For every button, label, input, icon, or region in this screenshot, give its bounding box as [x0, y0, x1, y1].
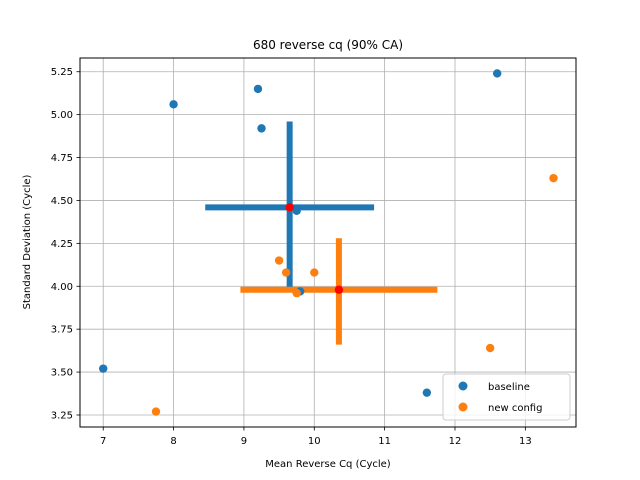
- y-tick-label: 4.75: [51, 153, 73, 164]
- point-new-config: [549, 173, 558, 183]
- x-tick-label: 13: [519, 436, 532, 447]
- x-tick-label: 9: [241, 436, 247, 447]
- legend-marker-new-config: [458, 402, 468, 412]
- center-new-config: [334, 285, 344, 294]
- x-axis-ticks: 7 8 9 10 11 12 13: [100, 427, 532, 447]
- y-tick-label: 3.75: [51, 325, 73, 336]
- point-baseline: [422, 388, 432, 397]
- y-tick-label: 4.25: [51, 239, 73, 250]
- legend-box: [442, 373, 571, 421]
- point-baseline: [253, 84, 263, 94]
- point-baseline: [257, 124, 266, 133]
- x-axis-label: Mean Reverse Cq (Cycle): [265, 459, 391, 470]
- plot-frame: [79, 57, 577, 428]
- grid: [80, 58, 576, 427]
- point-baseline: [169, 100, 178, 109]
- plot-area: [80, 58, 576, 427]
- point-new-config: [274, 256, 284, 265]
- chart-title: 680 reverse cq (90% CA): [253, 38, 403, 52]
- legend: baseline new config: [442, 373, 571, 421]
- point-new-config: [151, 407, 161, 416]
- y-axis-label: Standard Deviation (Cycle): [22, 175, 33, 310]
- y-tick-label: 5.25: [51, 67, 73, 78]
- y-tick-label: 3.50: [51, 368, 73, 379]
- legend-marker-baseline: [458, 381, 468, 391]
- point-new-config: [310, 268, 319, 277]
- x-tick-label: 12: [449, 436, 462, 447]
- x-tick-label: 8: [170, 436, 176, 447]
- y-tick-label: 5.00: [51, 110, 73, 121]
- x-tick-label: 10: [308, 436, 321, 447]
- x-tick-label: 7: [100, 436, 106, 447]
- data-points: [99, 69, 558, 416]
- center-markers: [285, 203, 344, 294]
- y-axis-ticks: 3.25 3.50 3.75 4.00 4.25 4.50 4.75 5.00 5.25: [51, 67, 80, 421]
- legend-label-new-config: new config: [488, 403, 542, 414]
- point-new-config: [281, 268, 291, 277]
- point-new-config: [485, 343, 495, 353]
- x-tick-label: 11: [378, 436, 391, 447]
- y-tick-label: 3.25: [51, 410, 73, 421]
- point-baseline: [292, 206, 301, 215]
- legend-label-baseline: baseline: [488, 382, 530, 393]
- y-tick-label: 4.00: [51, 282, 73, 293]
- center-baseline: [285, 203, 294, 212]
- point-new-config: [292, 288, 301, 298]
- point-baseline: [99, 364, 108, 373]
- point-baseline: [493, 69, 502, 78]
- y-tick-label: 4.50: [51, 196, 73, 207]
